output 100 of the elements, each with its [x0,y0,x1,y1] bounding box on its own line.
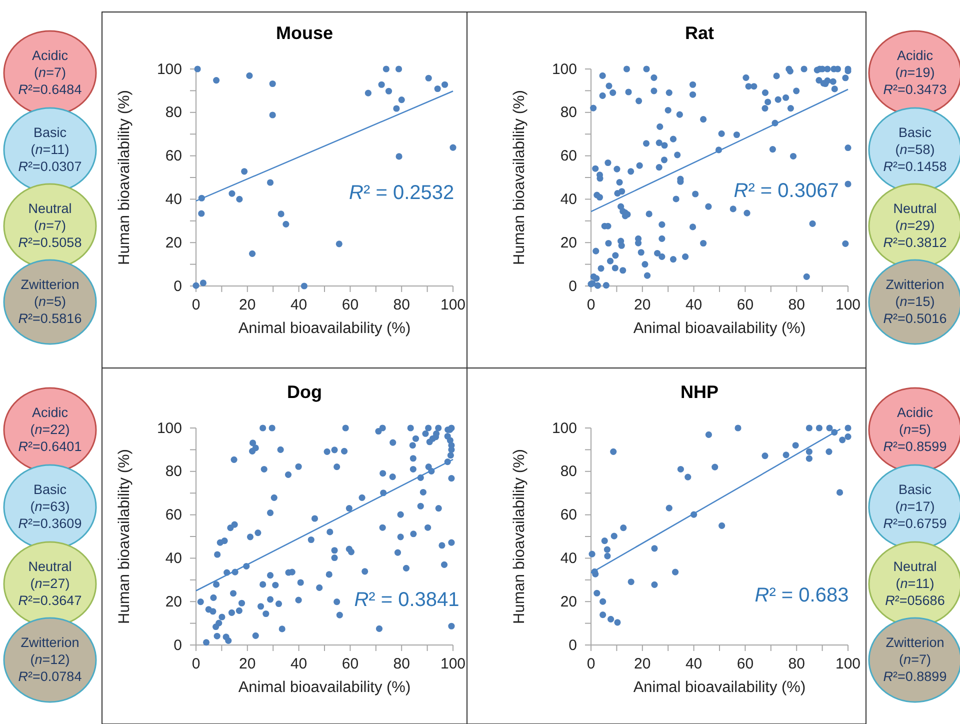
x-axis-title: Animal bioavailability (%) [238,320,411,337]
text: Zwitterion (n=15) R²=0.5016 [883,277,947,326]
point [266,179,274,186]
point [385,88,392,94]
y-tick-label: 60 [165,506,182,524]
point [610,448,617,455]
point [378,81,385,88]
x-tick-label: 20 [634,656,651,673]
point [278,210,284,218]
y-tick-label: 40 [165,550,182,567]
point [608,616,614,622]
point [434,85,441,92]
y-tick-label: 100 [552,420,577,437]
text: Neutral (n=29) R²=0.3812 [883,201,947,250]
y-tick-label: 100 [552,60,577,78]
annotation: R² = 0.683 [754,584,849,607]
point [601,538,608,544]
point [192,282,200,289]
x-axis-title: Animal bioavailability (%) [633,320,806,337]
x-tick-label: 20 [634,296,651,314]
point [241,168,248,175]
point [213,77,220,84]
point [620,524,627,532]
text: Acidic (n=7) R²=0.6484 [18,48,82,97]
point [604,552,611,560]
point [712,464,718,470]
point [844,433,852,440]
chart-title: NHP [680,382,719,402]
point [425,74,432,82]
y-tick-label: 60 [560,506,577,524]
text: Neutral (n=7) R²=0.5058 [18,201,82,250]
point [588,550,596,558]
point [594,590,600,596]
point [604,546,610,553]
y-tick-label: 60 [560,148,577,165]
y-tick-label: 60 [165,148,182,165]
point [228,190,236,197]
point [236,196,243,202]
point [762,452,768,460]
point [282,220,290,228]
x-tick-label: 80 [788,656,805,673]
point [300,282,308,290]
point [816,424,823,432]
point [839,436,846,444]
text: Neutral (n=27) R²=0.3647 [18,559,82,608]
point [734,424,742,432]
point [672,568,679,576]
point [651,581,658,588]
x-tick-label: 40 [685,296,702,314]
point [718,522,726,529]
x-tick-label: 60 [736,656,754,673]
x-tick-label: 0 [586,296,596,314]
annotation: R² = 0.2532 [349,182,454,204]
point [194,66,201,72]
y-axis-title: Human bioavailability (%) [511,449,528,624]
x-tick-label: 20 [239,296,256,314]
point [382,66,390,72]
point [792,442,799,449]
text: Acidic (n=5) R²=0.8599 [883,405,947,454]
x-tick-label: 40 [290,656,308,673]
point [844,424,852,432]
point [600,598,606,605]
point [628,578,634,586]
y-tick-label: 40 [165,191,182,208]
point [614,619,621,626]
point [200,280,206,286]
x-tick-label: 80 [393,656,410,673]
annotation: R² = 0.3841 [354,588,460,611]
y-tick-label: 80 [165,463,182,480]
x-tick-label: 60 [342,656,359,673]
point [826,448,832,455]
point [395,66,402,72]
point [684,474,692,480]
point [269,112,276,118]
text: Acidic (n=22) R²=0.6401 [18,405,82,454]
x-tick-label: 20 [239,656,256,673]
x-axis-title: Animal bioavailability (%) [633,679,806,696]
x-axis-title: Animal bioavailability (%) [238,679,411,696]
point [396,153,402,160]
text: Basic (n=58) R²=0.1458 [883,125,947,174]
x-tick-label: 60 [736,296,754,314]
point [336,240,342,248]
point [600,612,606,618]
point [806,448,812,455]
y-axis-title: Human bioavailability (%) [116,449,133,624]
y-tick-label: 0 [174,278,182,295]
x-tick-label: 40 [685,656,702,673]
y-tick-label: 0 [568,636,577,654]
x-tick-label: 0 [586,656,596,673]
point [246,72,253,80]
point [826,424,833,432]
point [806,424,812,432]
x-tick-label: 100 [835,656,861,673]
text: Basic (n=17) R²=0.6759 [883,482,947,531]
x-tick-label: 40 [290,296,308,314]
point [248,250,256,257]
chart-title: Rat [684,23,714,43]
x-tick-label: 100 [440,656,466,673]
point [441,81,448,88]
point [592,570,599,578]
